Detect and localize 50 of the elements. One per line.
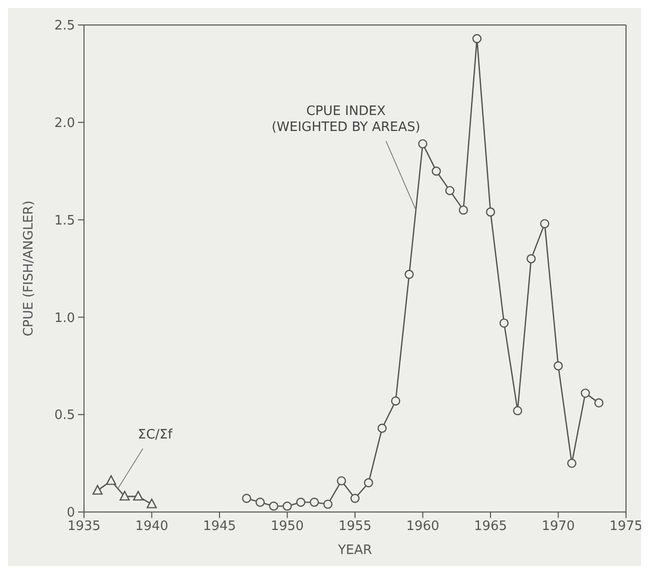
point bbox=[499, 318, 509, 328]
point bbox=[323, 500, 332, 509]
point bbox=[350, 494, 360, 503]
point bbox=[282, 502, 292, 511]
y-tick-label: 1.5 bbox=[54, 213, 75, 228]
point bbox=[554, 361, 563, 370]
y-axis-title: CPUE (FISH/ANGLER) bbox=[22, 200, 37, 336]
point bbox=[269, 502, 278, 511]
point bbox=[391, 396, 400, 406]
x-tick-label: 1955 bbox=[338, 519, 372, 534]
y-tick-label: 0.5 bbox=[54, 408, 75, 424]
point bbox=[106, 475, 116, 485]
point bbox=[92, 484, 103, 495]
point bbox=[418, 139, 428, 148]
point bbox=[513, 406, 522, 416]
point bbox=[540, 219, 550, 228]
point bbox=[242, 494, 252, 503]
x-axis-title: YEAR bbox=[336, 543, 372, 558]
point bbox=[120, 490, 130, 501]
annotation: CPUE INDEX (WEIGHTED BY AREAS) bbox=[272, 104, 420, 136]
point bbox=[526, 254, 536, 264]
point bbox=[580, 388, 590, 398]
annotation: ΣC/Σf bbox=[138, 428, 173, 443]
point bbox=[296, 498, 306, 507]
point bbox=[458, 205, 468, 215]
point bbox=[256, 498, 265, 507]
x-tick-label: 1940 bbox=[135, 519, 168, 534]
point bbox=[432, 166, 441, 176]
x-tick-label: 1950 bbox=[270, 519, 304, 534]
point bbox=[445, 186, 454, 196]
point bbox=[310, 498, 319, 507]
point bbox=[486, 207, 496, 217]
point bbox=[472, 34, 482, 44]
x-tick-label: 1965 bbox=[474, 519, 508, 534]
point bbox=[594, 398, 604, 408]
point bbox=[378, 424, 387, 433]
x-tick-label: 1945 bbox=[202, 519, 236, 534]
point bbox=[404, 270, 414, 279]
y-tick-label: 2.5 bbox=[54, 18, 75, 34]
y-tick-label: 1.0 bbox=[54, 310, 75, 326]
point bbox=[133, 490, 144, 501]
x-tick-label: 1935 bbox=[67, 519, 101, 534]
point bbox=[567, 458, 576, 468]
y-tick-label: 2.0 bbox=[54, 116, 75, 132]
y-tick-label: 0 bbox=[66, 506, 75, 521]
x-tick-label: 1960 bbox=[406, 519, 440, 534]
point bbox=[336, 476, 346, 486]
point bbox=[146, 498, 157, 508]
point bbox=[364, 478, 374, 488]
x-tick-label: 1970 bbox=[542, 519, 575, 534]
